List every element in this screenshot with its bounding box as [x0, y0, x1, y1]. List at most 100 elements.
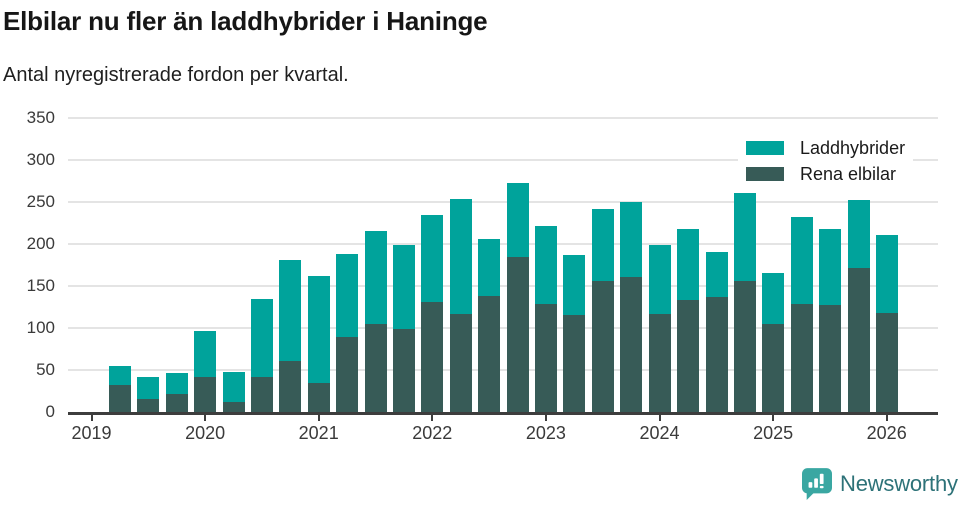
bar-segment-laddhybrider: [194, 331, 217, 377]
gridline-200: [68, 243, 938, 245]
bar-segment-laddhybrider: [875, 234, 898, 313]
x-tick-2020: [204, 415, 207, 421]
chart-subtitle: Antal nyregistrerade fordon per kvartal.: [3, 64, 349, 86]
bar-segment-laddhybrider: [478, 238, 501, 297]
x-tick-label-2025: 2025: [753, 423, 794, 443]
bar-segment-rena-elbilar: [194, 376, 217, 412]
gridline-50: [68, 369, 938, 371]
bar-segment-laddhybrider: [279, 259, 302, 361]
bar-2024-Q1: [648, 244, 671, 412]
bar-segment-rena-elbilar: [506, 256, 529, 412]
bar-segment-rena-elbilar: [393, 328, 415, 412]
bar-segment-laddhybrider: [250, 298, 273, 377]
plot-area: [68, 117, 938, 412]
y-tick-label-150: 150: [26, 276, 55, 295]
bar-2024-Q4: [733, 192, 756, 412]
bar-2025-Q2: [790, 217, 813, 412]
bar-2021-Q2: [336, 254, 359, 412]
bar-segment-laddhybrider: [847, 200, 870, 268]
brand-footer: Newsworthy: [802, 468, 958, 500]
bar-segment-rena-elbilar: [535, 304, 558, 412]
bar-2026-Q1: [875, 234, 898, 412]
bar-2023-Q1: [535, 225, 558, 412]
x-tick-label-2023: 2023: [525, 423, 566, 443]
bar-2021-Q4: [393, 244, 415, 412]
bar-2024-Q2: [677, 228, 700, 412]
bar-segment-laddhybrider: [421, 214, 444, 302]
bar-segment-rena-elbilar: [364, 323, 387, 412]
bar-segment-laddhybrider: [449, 198, 472, 314]
bar-segment-laddhybrider: [733, 192, 756, 281]
bar-segment-laddhybrider: [506, 182, 529, 257]
x-tick-2023: [544, 415, 547, 421]
bar-2021-Q3: [364, 230, 387, 412]
bar-segment-laddhybrider: [648, 244, 671, 314]
bar-segment-laddhybrider: [705, 252, 728, 297]
bar-segment-rena-elbilar: [137, 398, 160, 412]
x-tick-2021: [317, 415, 320, 421]
y-tick-label-0: 0: [45, 402, 55, 421]
x-tick-label-2021: 2021: [298, 423, 339, 443]
x-tick-label-2024: 2024: [639, 423, 680, 443]
bar-2022-Q1: [421, 214, 444, 412]
bar-2020-Q2: [222, 371, 245, 412]
bar-segment-rena-elbilar: [563, 315, 586, 412]
legend-item-rena-elbilar: Rena elbilar: [738, 161, 914, 187]
bar-segment-laddhybrider: [819, 228, 842, 306]
x-tick-2019: [90, 415, 93, 421]
gridline-250: [68, 201, 938, 203]
y-tick-label-300: 300: [26, 150, 55, 169]
bar-2022-Q4: [506, 182, 529, 412]
bar-segment-laddhybrider: [535, 225, 558, 305]
bar-2019-Q3: [137, 376, 160, 412]
bar-segment-laddhybrider: [137, 376, 160, 399]
bar-segment-laddhybrider: [563, 254, 586, 316]
x-axis-line: [68, 412, 938, 415]
bar-segment-laddhybrider: [620, 202, 643, 277]
legend-label-laddhybrider: Laddhybrider: [800, 137, 906, 158]
bar-2023-Q4: [620, 202, 643, 412]
y-tick-label-50: 50: [36, 360, 55, 379]
bar-segment-laddhybrider: [307, 275, 330, 383]
bar-segment-rena-elbilar: [165, 394, 188, 412]
newsworthy-logo-icon: [802, 468, 832, 500]
bar-segment-rena-elbilar: [648, 313, 671, 412]
x-tick-label-2022: 2022: [412, 423, 453, 443]
bar-segment-rena-elbilar: [705, 296, 728, 412]
x-tick-label-2020: 2020: [185, 423, 226, 443]
bar-segment-laddhybrider: [762, 273, 785, 324]
gridline-100: [68, 327, 938, 329]
x-tick-2026: [885, 415, 888, 421]
bar-2022-Q3: [478, 238, 501, 412]
bar-segment-rena-elbilar: [250, 376, 273, 412]
bar-segment-rena-elbilar: [762, 323, 785, 412]
bar-segment-rena-elbilar: [336, 337, 359, 412]
bar-segment-rena-elbilar: [478, 296, 501, 412]
bar-2019-Q4: [165, 373, 188, 412]
legend-swatch-laddhybrider: [746, 141, 784, 155]
x-tick-label-2019: 2019: [71, 423, 112, 443]
bar-segment-rena-elbilar: [421, 301, 444, 412]
brand-name: Newsworthy: [840, 471, 958, 496]
bar-2024-Q3: [705, 252, 728, 412]
bar-segment-laddhybrider: [222, 371, 245, 402]
x-tick-2024: [658, 415, 661, 421]
bar-segment-laddhybrider: [108, 365, 131, 386]
y-tick-label-100: 100: [26, 318, 55, 337]
bar-segment-rena-elbilar: [108, 385, 131, 412]
bar-segment-rena-elbilar: [847, 267, 870, 412]
bar-2023-Q3: [591, 208, 614, 412]
y-tick-label-200: 200: [26, 234, 55, 253]
bar-segment-laddhybrider: [364, 230, 387, 324]
bar-segment-laddhybrider: [393, 244, 415, 329]
y-tick-label-350: 350: [26, 108, 55, 127]
bar-segment-laddhybrider: [336, 254, 359, 338]
gridline-300: [68, 159, 938, 161]
bar-2020-Q3: [250, 298, 273, 412]
gridline-350: [68, 117, 938, 119]
bar-segment-laddhybrider: [677, 228, 700, 301]
legend: Laddhybrider Rena elbilar: [738, 135, 914, 187]
bar-2023-Q2: [563, 254, 586, 412]
legend-label-rena-elbilar: Rena elbilar: [800, 163, 897, 184]
